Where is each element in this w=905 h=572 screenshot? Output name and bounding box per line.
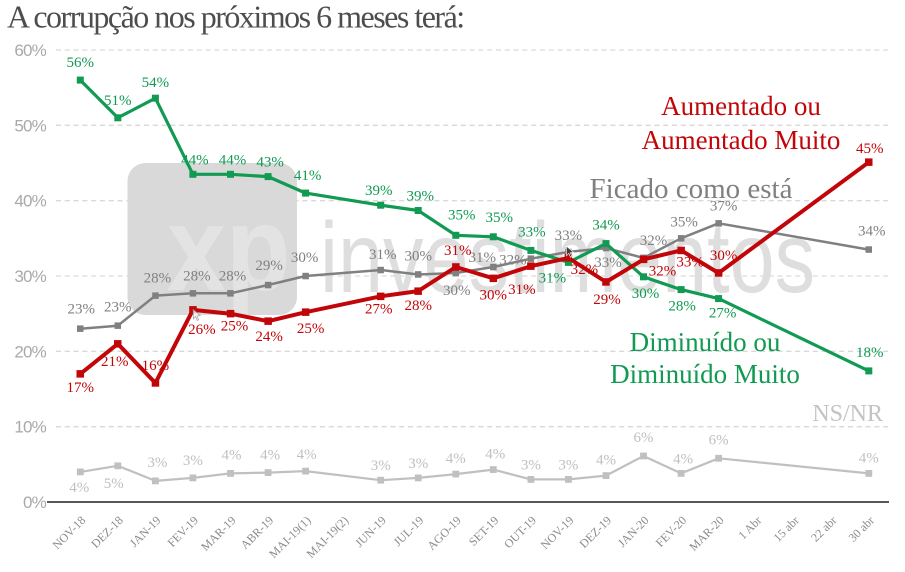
svg-text:30%: 30% bbox=[480, 287, 508, 303]
svg-text:4%: 4% bbox=[446, 451, 466, 467]
svg-text:3%: 3% bbox=[521, 457, 541, 473]
svg-text:0%: 0% bbox=[23, 493, 47, 512]
svg-text:Aumentado Muito: Aumentado Muito bbox=[642, 125, 841, 155]
svg-text:31%: 31% bbox=[369, 247, 397, 263]
svg-text:33%: 33% bbox=[555, 228, 583, 244]
svg-text:35%: 35% bbox=[486, 210, 514, 226]
svg-text:NS/NR: NS/NR bbox=[812, 401, 883, 427]
svg-text:30%: 30% bbox=[14, 267, 46, 286]
svg-text:Ficado como está: Ficado como está bbox=[590, 173, 793, 205]
svg-text:37%: 37% bbox=[710, 198, 738, 214]
svg-text:31%: 31% bbox=[444, 243, 472, 259]
svg-text:3%: 3% bbox=[183, 453, 203, 469]
svg-text:4%: 4% bbox=[673, 451, 693, 467]
svg-text:34%: 34% bbox=[858, 224, 886, 240]
svg-text:31%: 31% bbox=[508, 282, 536, 298]
svg-text:41%: 41% bbox=[294, 168, 322, 184]
svg-text:43%: 43% bbox=[256, 155, 284, 171]
svg-text:30%: 30% bbox=[404, 249, 432, 265]
svg-text:20%: 20% bbox=[14, 342, 46, 361]
svg-text:4%: 4% bbox=[297, 447, 317, 463]
svg-text:45%: 45% bbox=[856, 141, 884, 157]
svg-text:24%: 24% bbox=[255, 329, 283, 345]
svg-text:32%: 32% bbox=[649, 263, 677, 279]
svg-text:44%: 44% bbox=[181, 152, 209, 168]
svg-text:17%: 17% bbox=[67, 380, 95, 396]
svg-text:25%: 25% bbox=[221, 319, 249, 335]
svg-text:Diminuído ou: Diminuído ou bbox=[630, 327, 781, 357]
svg-text:5%: 5% bbox=[104, 476, 124, 492]
svg-text:34%: 34% bbox=[592, 218, 620, 234]
svg-text:21%: 21% bbox=[101, 354, 129, 370]
svg-text:28%: 28% bbox=[219, 268, 247, 284]
svg-text:33%: 33% bbox=[518, 224, 546, 240]
svg-text:3%: 3% bbox=[408, 456, 428, 472]
svg-text:31%: 31% bbox=[539, 270, 567, 286]
svg-text:4%: 4% bbox=[859, 450, 879, 466]
svg-text:4%: 4% bbox=[260, 448, 280, 464]
svg-text:39%: 39% bbox=[365, 183, 393, 199]
svg-text:33%: 33% bbox=[676, 254, 704, 270]
svg-text:30%: 30% bbox=[443, 283, 471, 299]
svg-text:60%: 60% bbox=[14, 41, 46, 60]
svg-text:56%: 56% bbox=[67, 55, 95, 71]
svg-text:Aumentado ou: Aumentado ou bbox=[661, 91, 821, 121]
svg-text:39%: 39% bbox=[406, 189, 434, 205]
svg-text:26%: 26% bbox=[188, 322, 216, 338]
svg-text:10%: 10% bbox=[14, 418, 46, 437]
svg-text:54%: 54% bbox=[142, 75, 170, 91]
svg-text:32%: 32% bbox=[571, 262, 599, 278]
svg-text:28%: 28% bbox=[183, 268, 211, 284]
svg-text:3%: 3% bbox=[371, 458, 391, 474]
svg-text:4%: 4% bbox=[69, 480, 89, 496]
svg-text:28%: 28% bbox=[404, 298, 432, 314]
svg-text:6%: 6% bbox=[709, 432, 729, 448]
svg-text:28%: 28% bbox=[144, 271, 172, 287]
svg-text:29%: 29% bbox=[593, 292, 621, 308]
svg-text:35%: 35% bbox=[670, 214, 698, 230]
svg-text:31%: 31% bbox=[469, 250, 497, 266]
svg-text:4%: 4% bbox=[222, 447, 242, 463]
svg-text:25%: 25% bbox=[297, 321, 325, 337]
svg-text:28%: 28% bbox=[668, 299, 696, 315]
svg-text:33%: 33% bbox=[594, 255, 622, 271]
svg-text:30%: 30% bbox=[710, 248, 738, 264]
svg-text:51%: 51% bbox=[104, 93, 132, 109]
svg-text:35%: 35% bbox=[448, 207, 476, 223]
svg-text:29%: 29% bbox=[255, 258, 283, 274]
svg-text:A corrupção nos próximos 6 mes: A corrupção nos próximos 6 meses terá: bbox=[7, 0, 464, 35]
svg-text:4%: 4% bbox=[596, 453, 616, 469]
svg-text:30%: 30% bbox=[291, 250, 319, 266]
svg-text:Diminuído Muito: Diminuído Muito bbox=[610, 359, 800, 389]
svg-text:40%: 40% bbox=[14, 192, 46, 211]
svg-text:27%: 27% bbox=[709, 306, 737, 322]
svg-text:32%: 32% bbox=[499, 253, 527, 269]
svg-text:16%: 16% bbox=[142, 358, 170, 374]
svg-text:18%: 18% bbox=[856, 345, 884, 361]
svg-text:3%: 3% bbox=[558, 457, 578, 473]
svg-text:3%: 3% bbox=[147, 455, 167, 471]
svg-text:23%: 23% bbox=[68, 302, 96, 318]
svg-text:4%: 4% bbox=[485, 447, 505, 463]
svg-text:6%: 6% bbox=[634, 430, 654, 446]
svg-text:27%: 27% bbox=[365, 301, 393, 317]
svg-text:23%: 23% bbox=[104, 300, 132, 316]
svg-text:30%: 30% bbox=[632, 286, 660, 302]
svg-text:44%: 44% bbox=[219, 152, 247, 168]
svg-text:32%: 32% bbox=[640, 233, 668, 249]
svg-text:50%: 50% bbox=[14, 116, 46, 135]
